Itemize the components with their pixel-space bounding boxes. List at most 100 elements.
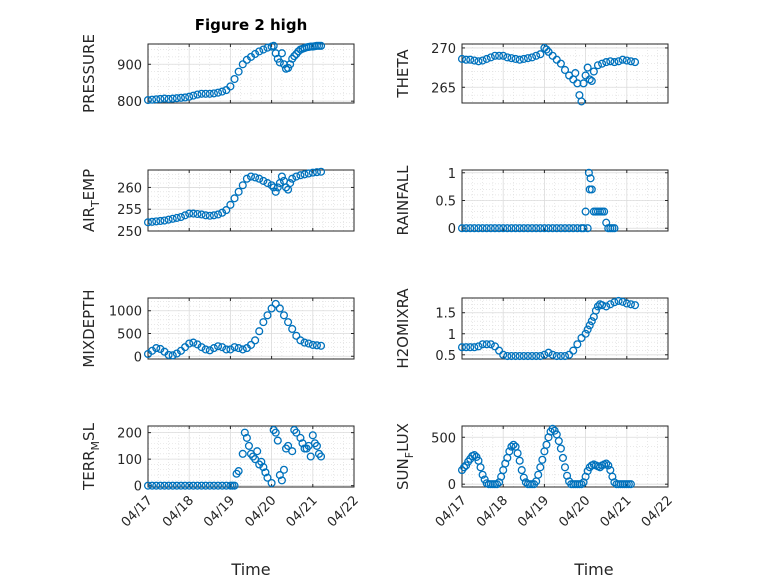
data-point [172, 213, 181, 222]
data-point [300, 338, 309, 347]
data-point [536, 352, 545, 361]
data-point [234, 344, 243, 353]
y-tick-label: 0 [134, 480, 142, 495]
data-point [238, 181, 247, 190]
data-point [279, 465, 289, 474]
data-point [218, 87, 227, 96]
y-tick-label: 1 [448, 328, 456, 343]
data-point [218, 208, 227, 217]
data-point [542, 440, 551, 449]
data-point [548, 350, 557, 359]
data-point [626, 480, 635, 489]
data-point [466, 55, 475, 64]
y-axis-label: RAINFALL [394, 165, 412, 236]
data-point [519, 54, 528, 63]
data-point [527, 224, 537, 233]
data-point [300, 170, 309, 179]
data-point [495, 346, 504, 355]
y-tick-label: 250 [117, 225, 142, 240]
y-tick-label: 0 [448, 478, 456, 493]
data-point [205, 211, 214, 220]
data-point [273, 183, 282, 192]
data-point [181, 211, 190, 220]
data-point [542, 45, 551, 54]
data-point [238, 449, 247, 458]
data-point [519, 473, 528, 482]
data-point [499, 51, 508, 60]
data-point [593, 61, 603, 70]
y-tick-label: 255 [117, 203, 142, 218]
x-axis-label-left: Time [230, 560, 270, 579]
data-point [470, 56, 479, 65]
data-point [259, 463, 268, 472]
data-point [277, 476, 286, 485]
data-point [536, 50, 545, 59]
data-point [462, 224, 471, 233]
y-tick-label: 1.5 [435, 307, 456, 322]
y-axis-label: MIXDEPTH [80, 289, 98, 367]
data-point [552, 352, 561, 361]
data-point [290, 52, 299, 61]
data-point [259, 45, 268, 54]
data-point [288, 324, 297, 334]
data-point [296, 171, 305, 180]
data-point [296, 433, 305, 442]
y-tick-label: 1 [448, 167, 456, 182]
data-point [234, 187, 243, 196]
data-point [168, 481, 177, 490]
data-point [515, 352, 524, 361]
subplot-3: 250 255 260 AIRTEMP [80, 167, 355, 240]
data-point [156, 481, 165, 490]
data-point [523, 224, 532, 233]
data-point [598, 59, 607, 68]
y-tick-label: 500 [431, 431, 456, 446]
data-point [263, 179, 272, 188]
data-point [230, 481, 239, 490]
data-point [172, 94, 181, 103]
data-point [277, 49, 286, 58]
data-point [201, 345, 210, 354]
data-point [267, 478, 276, 488]
data-point [602, 459, 611, 468]
axes-box [147, 297, 355, 360]
data-point [560, 224, 570, 233]
axes-box [147, 43, 355, 104]
subplot-4: 0 0.5 1 RAINFALL [394, 165, 669, 237]
data-point [230, 74, 239, 84]
y-tick-label: 100 [117, 453, 142, 468]
data-point [457, 343, 467, 352]
y-tick-label: 260 [117, 181, 142, 196]
data-point [316, 452, 326, 461]
data-point [185, 481, 194, 490]
data-point [618, 297, 627, 306]
data-point [242, 174, 251, 183]
data-point [593, 302, 603, 311]
data-point [306, 452, 315, 461]
data-point [538, 455, 547, 464]
data-point [478, 340, 487, 349]
data-point [585, 75, 594, 84]
data-point [213, 342, 223, 351]
data-point [148, 481, 157, 490]
data-point [234, 467, 243, 476]
data-point [587, 317, 596, 326]
data-point [269, 183, 278, 192]
data-point [482, 340, 491, 349]
data-point [238, 345, 247, 354]
y-tick-label: 1000 [109, 305, 142, 320]
y-axis-label: H2OMIXRA [394, 288, 412, 369]
data-point [598, 301, 607, 310]
y-axis-label: TERRMSL [80, 422, 102, 491]
data-point [507, 54, 516, 63]
data-point [312, 441, 321, 450]
data-point [271, 428, 280, 437]
data-point [284, 318, 293, 327]
data-point [515, 224, 524, 233]
data-point [143, 218, 153, 227]
data-point [240, 428, 249, 437]
data-point [205, 89, 214, 98]
data-point [490, 342, 500, 351]
data-point [296, 336, 305, 345]
data-point [474, 224, 483, 233]
data-point [279, 311, 289, 320]
